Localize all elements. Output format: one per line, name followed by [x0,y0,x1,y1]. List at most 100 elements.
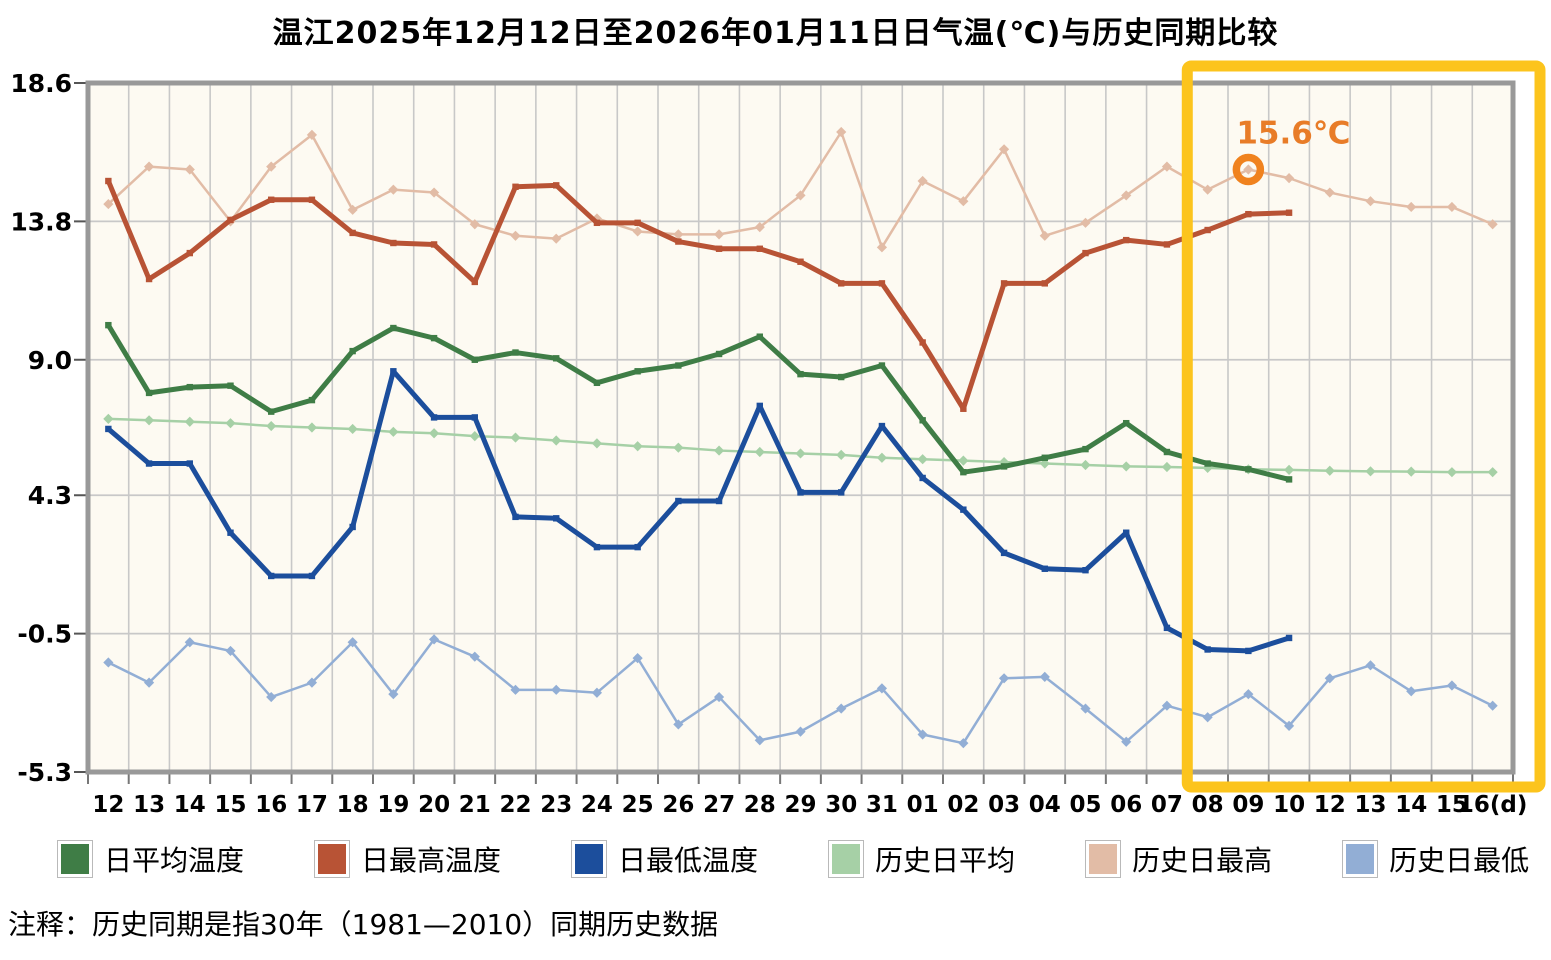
data-point-marker [593,543,601,551]
data-point-marker [756,402,763,410]
data-point-marker [795,448,806,459]
x-axis-labels: 12 13 14 15 16 17 18 19 20 21 22 23 24 25 26 27 28 29 30 31… [92,792,1527,818]
data-point-marker [225,645,236,657]
data-point-marker [186,383,193,391]
data-point-marker [1163,624,1171,632]
annotation-current-point: 15.6℃ [1232,115,1350,186]
legend-label: 历史日最低 [1389,844,1530,877]
data-point-marker [838,489,845,496]
data-point-marker [715,245,723,252]
forecast-highlight-box [1181,60,1546,793]
data-point-marker [227,529,234,536]
data-point-marker [103,198,114,210]
plot-frame [85,80,1516,775]
data-point-marker [836,703,847,714]
data-point-marker [998,673,1010,684]
y-tick-label: 18.6 [10,69,72,98]
data-point-marker [1080,703,1091,714]
data-point-marker [512,513,519,521]
data-point-marker [225,418,236,429]
data-point-marker [917,729,928,740]
x-tick-label: 23 [540,792,572,818]
data-point-marker [919,417,926,424]
data-point-marker [306,422,318,433]
chart-note: 注释：历史同期是指30年（1981—2010）同期历史数据 [8,908,719,941]
data-point-marker [186,460,193,467]
data-point-marker [673,719,684,730]
data-point-marker [347,204,358,215]
legend-item-3: 历史日平均 [828,839,1015,879]
data-point-marker [634,368,641,375]
data-point-marker [715,497,723,505]
y-tick-label: -5.3 [17,758,72,787]
y-tick-label: 4.3 [28,481,72,510]
x-tick-label: 03 [988,792,1020,818]
data-point-marker [1041,454,1048,461]
legend-label: 日平均温度 [104,844,245,877]
data-point-marker [1324,465,1335,476]
data-point-marker [349,523,356,531]
data-point-marker [797,489,804,496]
x-tick-label: 29 [784,792,816,818]
x-tick-label: 12 [92,792,124,818]
data-point-marker [1163,448,1171,456]
data-point-marker [105,177,112,185]
data-point-marker [713,445,725,456]
data-point-marker [715,350,723,358]
x-tick-label: 15 [214,792,246,818]
data-point-marker [227,382,234,389]
data-point-marker [797,258,804,265]
x-tick-label: 06 [1110,792,1142,818]
x-tick-label: 13 [133,792,165,818]
data-point-marker [471,356,478,363]
data-point-marker [186,249,193,257]
data-point-marker [227,216,234,224]
x-tick-label: 25 [622,792,654,818]
data-point-marker [1000,549,1008,557]
legend-label: 历史日平均 [875,844,1016,877]
data-point-marker [184,416,195,427]
data-point-marker [1000,463,1008,470]
data-point-marker [675,362,682,369]
data-point-marker [1082,249,1089,257]
series-daily-max-temp [105,177,1293,412]
data-point-marker [1163,241,1171,248]
data-point-marker [1324,673,1335,684]
data-point-marker [960,468,967,476]
data-point-marker [754,446,765,458]
data-point-marker [306,129,318,140]
data-point-marker [756,333,763,340]
temperature-chart: 18.6 13.8 9.0 4.3 -0.5 -5.3 12 13 14 15 16 17 18 19 20… [10,60,1546,818]
data-point-marker [593,219,601,227]
data-point-marker [876,683,888,694]
data-point-marker [388,426,399,437]
data-point-marker [675,238,682,245]
data-point-marker [471,414,478,421]
page-title: 温江2025年12月12日至2026年01月11日日气温(℃)与历史同期比较 [272,16,1279,51]
x-tick-label: 07 [1151,792,1183,818]
data-point-marker [428,187,440,198]
data-point-marker [510,432,521,443]
data-point-marker [713,691,725,703]
x-tick-label: 05 [1069,792,1101,818]
x-tick-label: 20 [418,792,450,818]
x-tick-label: 21 [459,792,491,818]
data-point-marker [306,677,318,688]
data-point-marker [634,219,641,227]
data-point-marker [1041,280,1048,287]
data-point-marker [145,389,153,397]
data-point-marker [469,651,480,662]
series-hist-min-temp [103,634,1498,749]
data-point-marker [349,347,356,355]
data-point-marker [266,161,277,172]
data-point-marker [958,738,969,749]
series-daily-min-temp [105,368,1293,655]
data-point-marker [184,637,195,648]
data-point-marker [1041,565,1048,572]
data-point-marker [268,196,275,203]
x-tick-label: 24 [581,792,613,818]
x-tick-label: 31 [866,792,898,818]
data-point-marker [632,653,643,664]
legend-label: 日最低温度 [618,844,759,877]
